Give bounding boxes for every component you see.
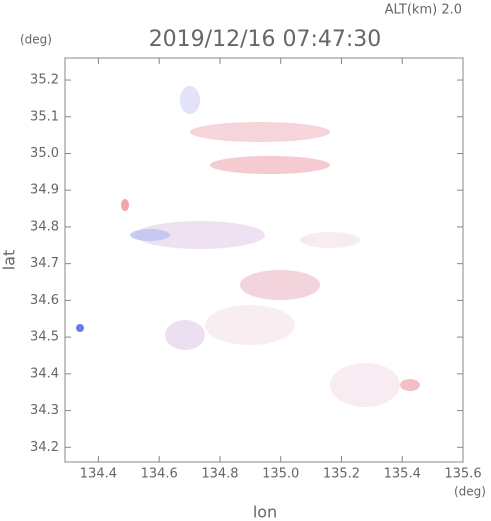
x-axis-label: lon: [253, 503, 277, 521]
y-tick-label: 35.2: [30, 73, 59, 88]
echo-blob: [400, 379, 420, 391]
y-tick-label: 34.4: [30, 366, 59, 381]
plot-frame: [64, 57, 464, 463]
echo-blob: [76, 324, 84, 332]
echo-blob: [165, 320, 205, 350]
echo-blob: [210, 156, 330, 174]
echo-blob: [130, 229, 170, 241]
x-tick-label: 134.6: [141, 467, 178, 482]
y-tick-label: 34.5: [30, 330, 59, 345]
echo-blob: [135, 221, 265, 249]
y-tick-label: 35.1: [30, 109, 59, 124]
x-tick-label: 134.4: [80, 467, 117, 482]
x-tick-label: 134.8: [201, 467, 238, 482]
y-tick-label: 34.3: [30, 403, 59, 418]
x-tick-label: 135.2: [323, 467, 360, 482]
y-tick-label: 34.2: [30, 440, 59, 455]
echo-blob: [300, 232, 360, 248]
echo-blob: [180, 86, 200, 114]
echo-blob: [190, 122, 330, 142]
y-axis-label: lat: [0, 250, 19, 271]
echo-blob: [205, 305, 295, 345]
x-unit: (deg): [454, 485, 486, 499]
y-tick-label: 34.6: [30, 293, 59, 308]
y-tick-label: 34.7: [30, 256, 59, 271]
chart-subtitle: ALT(km) 2.0: [385, 3, 462, 18]
x-tick-label: 135.4: [384, 467, 421, 482]
echo-blob: [240, 270, 320, 300]
y-tick-label: 35.0: [30, 146, 59, 161]
echo-blob: [330, 363, 400, 407]
y-tick-label: 34.8: [30, 219, 59, 234]
echo-field: [76, 86, 420, 407]
x-tick-label: 135.6: [444, 467, 481, 482]
x-tick-label: 135.0: [262, 467, 299, 482]
y-tick-label: 34.9: [30, 183, 59, 198]
y-unit: (deg): [20, 33, 52, 47]
chart-title: 2019/12/16 07:47:30: [149, 27, 382, 52]
echo-blob: [121, 199, 129, 211]
